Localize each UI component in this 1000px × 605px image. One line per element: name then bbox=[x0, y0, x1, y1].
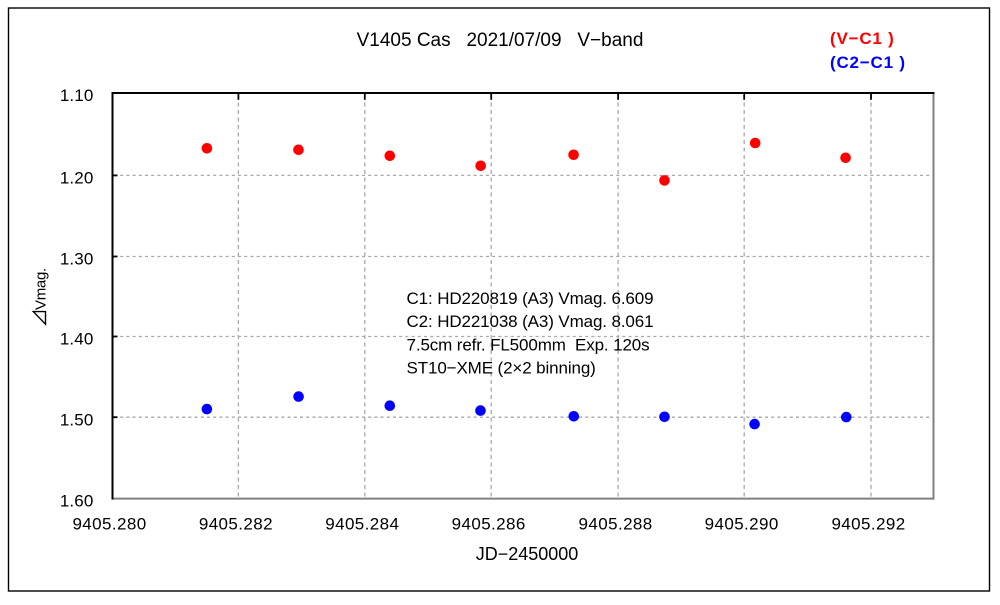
svg-text:1.20: 1.20 bbox=[60, 169, 94, 188]
svg-text:9405.292: 9405.292 bbox=[831, 515, 905, 534]
svg-text:9405.290: 9405.290 bbox=[705, 515, 779, 534]
svg-text:ST10−XME (2×2 binning): ST10−XME (2×2 binning) bbox=[407, 359, 596, 378]
svg-text:(V−C1 ): (V−C1 ) bbox=[830, 29, 895, 48]
svg-text:C2: HD221038 (A3) Vmag. 8.061: C2: HD221038 (A3) Vmag. 8.061 bbox=[407, 312, 654, 331]
svg-text:1.30: 1.30 bbox=[60, 250, 94, 269]
svg-text:9405.284: 9405.284 bbox=[325, 515, 399, 534]
svg-text:(C2−C1 ): (C2−C1 ) bbox=[830, 53, 906, 72]
svg-text:9405.286: 9405.286 bbox=[452, 515, 526, 534]
svg-text:1.60: 1.60 bbox=[60, 492, 94, 511]
svg-text:JD−2450000: JD−2450000 bbox=[476, 544, 579, 564]
svg-text:1.10: 1.10 bbox=[60, 86, 94, 105]
svg-text:Vmag.: Vmag. bbox=[33, 268, 50, 310]
svg-text:V1405 Cas 2021/07/09 V−ban: V1405 Cas 2021/07/09 V−band bbox=[357, 30, 644, 51]
svg-text:1.50: 1.50 bbox=[60, 410, 94, 429]
svg-text:9405.282: 9405.282 bbox=[199, 515, 273, 534]
svg-text:9405.288: 9405.288 bbox=[579, 515, 653, 534]
svg-text:C1: HD220819 (A3) Vmag. 6.609: C1: HD220819 (A3) Vmag. 6.609 bbox=[407, 289, 654, 308]
svg-text:9405.280: 9405.280 bbox=[72, 515, 146, 534]
svg-text:1.40: 1.40 bbox=[60, 330, 94, 349]
svg-text:7.5cm refr. FL500mm Exp. 120s: 7.5cm refr. FL500mm Exp. 120s bbox=[407, 335, 650, 354]
